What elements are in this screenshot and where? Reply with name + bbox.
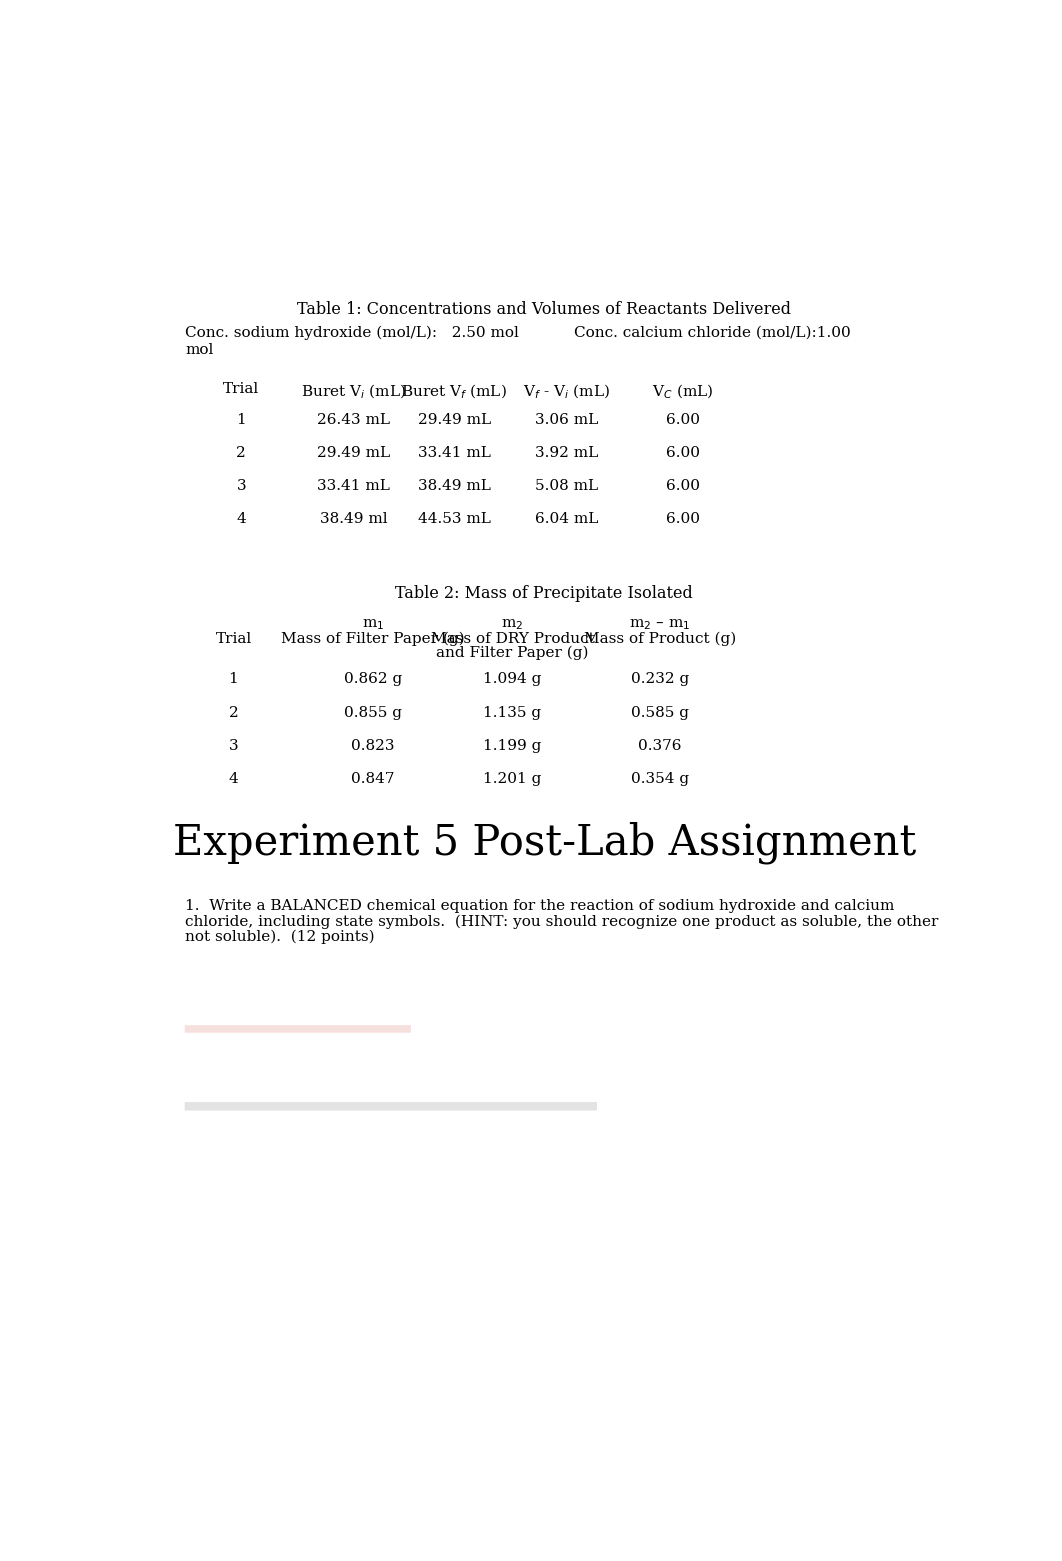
- Text: 1: 1: [237, 414, 246, 426]
- Text: 1.  Write a BALANCED chemical equation for the reaction of sodium hydroxide and : 1. Write a BALANCED chemical equation fo…: [186, 899, 895, 913]
- Text: 0.232 g: 0.232 g: [631, 673, 689, 687]
- Text: chloride, including state symbols.  (HINT: you should recognize one product as s: chloride, including state symbols. (HINT…: [186, 915, 939, 929]
- Text: 6.00: 6.00: [666, 479, 700, 493]
- Text: 26.43 mL: 26.43 mL: [318, 414, 390, 426]
- Text: 6.00: 6.00: [666, 414, 700, 426]
- Text: Table 1: Concentrations and Volumes of Reactants Delivered: Table 1: Concentrations and Volumes of R…: [297, 301, 791, 318]
- Text: 1.094 g: 1.094 g: [483, 673, 542, 687]
- Text: 3.92 mL: 3.92 mL: [535, 446, 598, 460]
- Text: not soluble).  (12 points): not soluble). (12 points): [186, 930, 375, 944]
- Text: and Filter Paper (g): and Filter Paper (g): [436, 645, 588, 660]
- Text: Mass of Filter Paper (g): Mass of Filter Paper (g): [281, 632, 465, 646]
- Text: 44.53 mL: 44.53 mL: [418, 512, 491, 526]
- Text: 0.376: 0.376: [638, 738, 682, 752]
- Text: Trial: Trial: [223, 382, 259, 396]
- Text: Mass of Product (g): Mass of Product (g): [584, 632, 736, 646]
- Text: 33.41 mL: 33.41 mL: [418, 446, 491, 460]
- Text: Conc. calcium chloride (mol/L):1.00: Conc. calcium chloride (mol/L):1.00: [575, 326, 852, 340]
- Text: 3: 3: [237, 479, 246, 493]
- Text: 6.00: 6.00: [666, 446, 700, 460]
- Text: 3.06 mL: 3.06 mL: [535, 414, 598, 426]
- Text: m$_1$: m$_1$: [362, 618, 384, 632]
- Text: Mass of DRY Product: Mass of DRY Product: [430, 632, 595, 646]
- Text: 0.862 g: 0.862 g: [344, 673, 402, 687]
- Text: Buret V$_f$ (mL): Buret V$_f$ (mL): [401, 382, 508, 401]
- Text: 1.135 g: 1.135 g: [483, 706, 542, 720]
- Text: 29.49 mL: 29.49 mL: [318, 446, 390, 460]
- Text: mol: mol: [186, 343, 213, 357]
- Text: V$_C$ (mL): V$_C$ (mL): [652, 382, 714, 401]
- Text: 0.823: 0.823: [352, 738, 395, 752]
- Text: 4: 4: [237, 512, 246, 526]
- Text: 38.49 ml: 38.49 ml: [320, 512, 388, 526]
- Text: m$_2$ – m$_1$: m$_2$ – m$_1$: [629, 618, 690, 632]
- Text: 33.41 mL: 33.41 mL: [318, 479, 390, 493]
- Text: 0.585 g: 0.585 g: [631, 706, 689, 720]
- Text: 2: 2: [228, 706, 238, 720]
- Text: 3: 3: [228, 738, 238, 752]
- Text: 1: 1: [228, 673, 238, 687]
- Text: Experiment 5 Post-Lab Assignment: Experiment 5 Post-Lab Assignment: [173, 821, 915, 865]
- Text: m$_2$: m$_2$: [501, 618, 524, 632]
- Text: 0.847: 0.847: [352, 771, 395, 785]
- Text: 6.00: 6.00: [666, 512, 700, 526]
- Text: 0.855 g: 0.855 g: [344, 706, 402, 720]
- Text: 4: 4: [228, 771, 238, 785]
- Text: 6.04 mL: 6.04 mL: [535, 512, 599, 526]
- Text: 0.354 g: 0.354 g: [631, 771, 689, 785]
- Text: Trial: Trial: [216, 632, 252, 646]
- Text: 38.49 mL: 38.49 mL: [418, 479, 491, 493]
- FancyBboxPatch shape: [185, 1026, 411, 1033]
- Text: 1.199 g: 1.199 g: [483, 738, 542, 752]
- Text: 1.201 g: 1.201 g: [483, 771, 542, 785]
- Text: Table 2: Mass of Precipitate Isolated: Table 2: Mass of Precipitate Isolated: [395, 585, 693, 603]
- Text: Conc. sodium hydroxide (mol/L):   2.50 mol: Conc. sodium hydroxide (mol/L): 2.50 mol: [186, 326, 519, 340]
- Text: Buret V$_i$ (mL): Buret V$_i$ (mL): [302, 382, 406, 401]
- Text: 2: 2: [237, 446, 246, 460]
- FancyBboxPatch shape: [185, 1102, 597, 1110]
- Text: 29.49 mL: 29.49 mL: [417, 414, 491, 426]
- Text: V$_f$ - V$_i$ (mL): V$_f$ - V$_i$ (mL): [524, 382, 611, 401]
- Text: 5.08 mL: 5.08 mL: [535, 479, 598, 493]
